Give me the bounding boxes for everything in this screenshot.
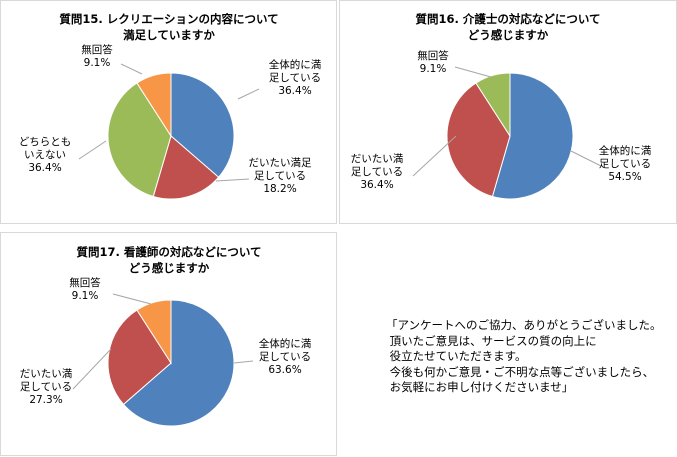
- leader-line: [570, 150, 602, 167]
- slice-percent-label: 36.4%: [278, 85, 311, 97]
- leader-line: [72, 348, 112, 390]
- slice-percent-label: 9.1%: [420, 63, 447, 75]
- chart-title-line: 質問16. 介護士の対応などについて: [415, 12, 600, 26]
- pie-slice: [475, 72, 511, 138]
- slice-category-label: 足している: [259, 351, 311, 363]
- slice-category-label: 無回答: [81, 43, 113, 56]
- chart-panel-q17: 質問17. 看護師の対応などについて どう感じますか 全体的に満 足している 63.6%…: [0, 232, 337, 456]
- pie-slice: [107, 309, 172, 406]
- slice-category-label: いえない: [24, 149, 66, 161]
- leader-line: [237, 88, 260, 100]
- slice-percent-label: 54.5%: [608, 171, 641, 183]
- pie-chart-q16: 質問16. 介護士の対応などについてどう感じますか全体的に満足している54.5%…: [351, 12, 652, 200]
- slice-category-label: 無回答: [69, 276, 101, 289]
- slice-category-label: だいたい満足: [249, 157, 312, 169]
- slice-category-label: 足している: [351, 166, 403, 178]
- slice-category-label: 全体的に満: [269, 58, 322, 71]
- chart-title-line: どう感じますか: [468, 28, 549, 42]
- leader-line: [233, 360, 254, 364]
- pie-chart-q15: 質問15. レクリエーションの内容について満足していますか全体的に満足している3…: [19, 12, 322, 200]
- pie-slice: [136, 72, 172, 138]
- chart-title-line: 質問15. レクリエーションの内容について: [59, 12, 278, 26]
- slice-category-label: 全体的に満: [259, 337, 312, 350]
- chart-panel-q16: 質問16. 介護士の対応などについて どう感じますか 全体的に満 足している 54.5%…: [339, 0, 677, 224]
- pie-slice: [491, 72, 574, 200]
- slice-percent-label: 9.1%: [72, 290, 99, 302]
- slice-percent-label: 9.1%: [84, 57, 111, 69]
- pie-slice: [170, 72, 235, 178]
- pie-slice: [446, 82, 511, 198]
- pie-slice: [136, 299, 172, 365]
- slice-percent-label: 36.4%: [360, 179, 393, 191]
- pie-slice: [107, 82, 172, 198]
- chart-title-line: どう感じますか: [129, 261, 210, 275]
- slice-percent-label: 18.2%: [263, 183, 296, 195]
- leader-line: [454, 66, 492, 78]
- slice-category-label: 無回答: [417, 49, 449, 62]
- pie-chart-q17: 質問17. 看護師の対応などについてどう感じますか全体的に満足している63.6%…: [20, 245, 312, 427]
- pie-slice: [152, 135, 220, 200]
- chart-panel-q15: 質問15. レクリエーションの内容について 満足していますか 全体的に満 足している 3…: [0, 0, 337, 224]
- leader-line: [120, 63, 143, 75]
- slice-category-label: だいたい満: [20, 368, 73, 380]
- slice-percent-label: 36.4%: [28, 162, 61, 174]
- slice-category-label: 足している: [254, 170, 306, 182]
- leader-line: [78, 140, 107, 160]
- chart-title-line: 質問17. 看護師の対応などについて: [76, 245, 261, 259]
- thank-you-note: 「アンケートへのご協力、ありがとうございました。 頂いたご意見は、サービスの質の…: [386, 318, 662, 394]
- slice-category-label: 足している: [269, 72, 321, 84]
- leader-line: [412, 135, 457, 177]
- leader-line: [112, 293, 152, 305]
- leader-line: [215, 178, 250, 182]
- slice-category-label: 全体的に満: [599, 144, 652, 157]
- slice-category-label: どちらとも: [19, 136, 72, 148]
- slice-percent-label: 63.6%: [268, 364, 301, 376]
- pie-slice: [122, 299, 235, 427]
- slice-category-label: 足している: [20, 381, 72, 393]
- chart-title-line: 満足していますか: [123, 28, 215, 42]
- slice-category-label: 足している: [599, 158, 651, 170]
- slice-category-label: だいたい満: [351, 153, 404, 165]
- slice-percent-label: 27.3%: [29, 394, 62, 406]
